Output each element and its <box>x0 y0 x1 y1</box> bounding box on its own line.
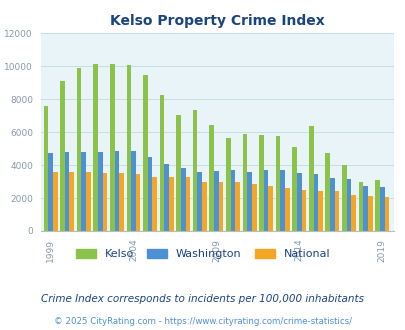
Bar <box>379 187 384 231</box>
Bar <box>185 178 190 231</box>
Bar <box>292 147 296 231</box>
Bar <box>242 134 247 231</box>
Bar <box>86 172 90 231</box>
Bar <box>53 172 58 231</box>
Bar <box>374 180 379 231</box>
Bar <box>362 186 367 231</box>
Bar <box>181 168 185 231</box>
Text: Crime Index corresponds to incidents per 100,000 inhabitants: Crime Index corresponds to incidents per… <box>41 294 364 304</box>
Bar <box>60 81 65 231</box>
Bar <box>93 64 98 231</box>
Bar <box>135 174 140 231</box>
Bar <box>258 135 263 231</box>
Bar <box>334 191 339 231</box>
Bar <box>384 197 388 231</box>
Bar <box>176 115 181 231</box>
Bar <box>318 191 322 231</box>
Bar <box>341 165 346 231</box>
Bar <box>192 110 197 231</box>
Bar <box>81 152 86 231</box>
Bar <box>143 75 147 231</box>
Bar <box>197 172 202 231</box>
Bar <box>126 65 131 231</box>
Bar <box>98 152 102 231</box>
Bar <box>152 177 157 231</box>
Title: Kelso Property Crime Index: Kelso Property Crime Index <box>110 14 324 28</box>
Bar <box>209 125 213 231</box>
Bar <box>159 95 164 231</box>
Bar <box>230 170 235 231</box>
Bar <box>226 138 230 231</box>
Bar <box>346 179 350 231</box>
Bar <box>168 178 173 231</box>
Bar <box>114 151 119 231</box>
Bar <box>218 182 223 231</box>
Bar <box>275 136 280 231</box>
Bar <box>164 164 168 231</box>
Bar <box>48 153 53 231</box>
Bar <box>263 170 268 231</box>
Bar <box>280 170 284 231</box>
Bar <box>251 184 256 231</box>
Bar <box>350 195 355 231</box>
Bar <box>77 69 81 231</box>
Bar <box>296 173 301 231</box>
Bar <box>131 151 135 231</box>
Bar <box>367 196 372 231</box>
Bar <box>110 64 114 231</box>
Text: © 2025 CityRating.com - https://www.cityrating.com/crime-statistics/: © 2025 CityRating.com - https://www.city… <box>54 317 351 326</box>
Bar <box>358 182 362 231</box>
Bar <box>43 106 48 231</box>
Bar <box>329 178 334 231</box>
Bar <box>284 188 289 231</box>
Bar <box>313 174 318 231</box>
Bar <box>301 190 305 231</box>
Bar <box>102 173 107 231</box>
Bar <box>325 153 329 231</box>
Bar <box>235 182 239 231</box>
Bar <box>213 171 218 231</box>
Bar <box>247 172 251 231</box>
Bar <box>119 173 124 231</box>
Bar <box>308 126 313 231</box>
Bar <box>69 172 74 231</box>
Bar <box>147 157 152 231</box>
Bar <box>65 152 69 231</box>
Bar <box>268 186 273 231</box>
Bar <box>202 182 206 231</box>
Legend: Kelso, Washington, National: Kelso, Washington, National <box>71 244 334 263</box>
